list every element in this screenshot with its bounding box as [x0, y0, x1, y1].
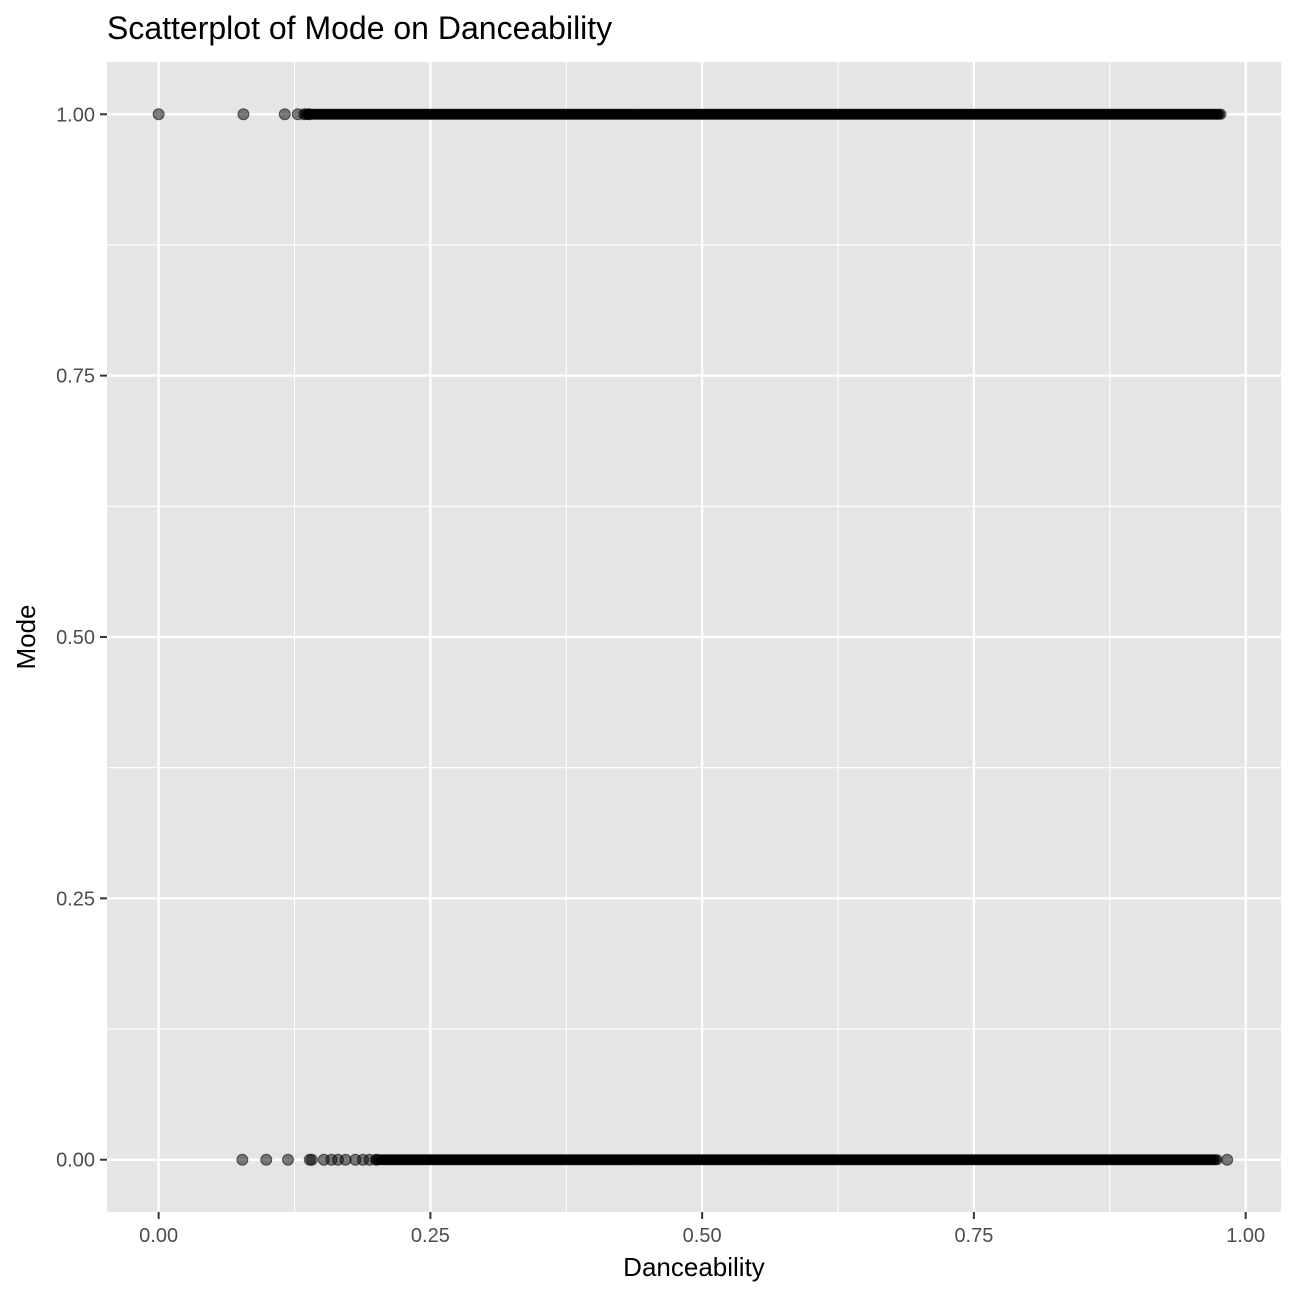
- data-point: [302, 108, 315, 121]
- series-mode-0: [236, 1153, 1234, 1166]
- x-axis-label: Danceability: [623, 1252, 765, 1282]
- data-point: [152, 108, 165, 121]
- y-tick-label: 0.00: [56, 1150, 95, 1172]
- data-point: [1215, 108, 1227, 120]
- x-tick-label: 0.00: [139, 1225, 178, 1247]
- x-tick-label: 0.75: [954, 1225, 993, 1247]
- data-point: [260, 1153, 273, 1166]
- y-tick-label: 0.50: [56, 627, 95, 649]
- y-tick-label: 0.25: [56, 888, 95, 910]
- data-point: [281, 1153, 294, 1166]
- y-tick-label: 1.00: [56, 104, 95, 126]
- y-axis-label: Mode: [11, 604, 41, 669]
- y-tick-label: 0.75: [56, 366, 95, 388]
- data-point: [237, 108, 250, 121]
- series-mode-1: [152, 108, 1227, 121]
- data-point: [305, 1153, 318, 1166]
- x-tick-label: 0.50: [683, 1225, 722, 1247]
- x-axis: 0.00 0.25 0.50 0.75 1.00: [139, 1212, 1265, 1247]
- data-point: [1221, 1153, 1234, 1166]
- x-tick-label: 1.00: [1226, 1225, 1265, 1247]
- y-axis: 0.00 0.25 0.50 0.75 1.00: [56, 104, 107, 1172]
- chart-title: Scatterplot of Mode on Danceability: [107, 10, 612, 46]
- x-tick-label: 0.25: [411, 1225, 450, 1247]
- data-point: [1211, 1154, 1223, 1166]
- data-points: [152, 108, 1234, 1166]
- data-point: [278, 108, 291, 121]
- data-point: [370, 1153, 383, 1166]
- data-point: [236, 1153, 249, 1166]
